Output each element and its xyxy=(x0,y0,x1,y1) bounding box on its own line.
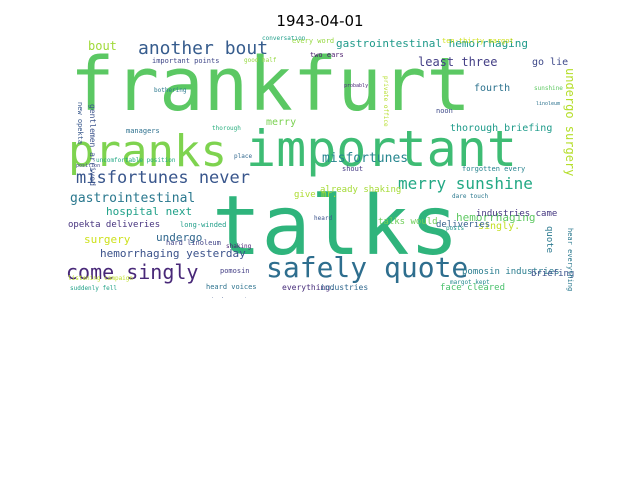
cloud-word: pomosin industries xyxy=(462,267,560,277)
cloud-word: come singly xyxy=(66,260,199,284)
cloud-word: briefing xyxy=(531,269,574,279)
cloud-word: give mr. xyxy=(294,190,338,200)
cloud-word: safely quote xyxy=(266,251,469,284)
cloud-word: misfortunes xyxy=(322,151,409,166)
cloud-word: go lie xyxy=(532,57,569,68)
cloud-word: sunshine xyxy=(534,85,563,92)
cloud-word: shout xyxy=(342,165,364,173)
cloud-word: good half xyxy=(244,57,277,64)
cloud-word: margot kept xyxy=(450,279,490,286)
cloud-word: forgotten every xyxy=(462,165,526,173)
cloud-word: place xyxy=(234,153,253,160)
chart-title: 1943-04-01 xyxy=(276,12,364,30)
cloud-word: gastrointestinal hemorrhaging xyxy=(336,37,529,50)
cloud-word: hemorrhaging yesterday xyxy=(100,247,246,260)
cloud-word: talks xyxy=(212,179,459,274)
cloud-word: another bout xyxy=(138,38,269,59)
cloud-word: everything. xyxy=(282,283,335,292)
cloud-word: fourth xyxy=(474,83,511,94)
cloud-word: misfortunes never xyxy=(76,168,250,188)
cloud-word: gastrointestinal xyxy=(70,191,196,206)
cloud-word: singly. xyxy=(478,221,521,232)
cloud-word: shaking xyxy=(226,243,252,250)
cloud-word: opekta deliveries xyxy=(68,220,161,230)
cloud-word: thorough xyxy=(212,125,241,132)
cloud-word: hospital next xyxy=(106,205,193,218)
cloud-word: industries came xyxy=(476,209,558,219)
cloud-word: new opekta xyxy=(76,102,84,145)
word-cloud: frankfurt talks important pranks safely quot… xyxy=(66,36,574,298)
cloud-word: hemorrhaging xyxy=(456,211,536,224)
cloud-word: face cleared xyxy=(440,283,506,293)
cloud-word: quote xyxy=(544,226,554,254)
cloud-word: thorough briefing xyxy=(450,123,553,134)
cloud-word: every word xyxy=(292,37,335,45)
cloud-word: pomosin xyxy=(220,267,250,275)
cloud-word: heard xyxy=(314,215,333,222)
cloud-word: two ears xyxy=(310,51,344,59)
cloud-word: uncomfortable position xyxy=(96,157,176,164)
cloud-word: surgery xyxy=(84,233,131,246)
cloud-word: merry xyxy=(266,117,297,128)
cloud-word: heard voices xyxy=(206,283,257,291)
cloud-word: pranks xyxy=(68,126,227,177)
cloud-word: ten-thirty margot xyxy=(442,37,514,45)
cloud-word: long-winded xyxy=(180,221,227,229)
cloud-word: hard linoleum xyxy=(166,239,221,247)
cloud-word: merry sunshine xyxy=(398,174,533,193)
cloud-word: listening campaign xyxy=(68,275,134,282)
cloud-word: noon xyxy=(436,107,453,115)
cloud-word: important xyxy=(246,120,517,178)
cloud-word: gentlemen arrived xyxy=(88,104,97,186)
cloud-word: important points xyxy=(152,57,220,65)
cloud-word: suddenly fell xyxy=(70,285,117,292)
cloud-word: hear everything xyxy=(566,228,574,292)
cloud-word: linoleum xyxy=(536,101,561,107)
cloud-word: dare touch xyxy=(452,193,489,200)
cloud-word: managers xyxy=(126,127,160,135)
cloud-word: position xyxy=(76,163,101,169)
cloud-word: industries xyxy=(320,283,369,292)
cloud-word: posts xyxy=(446,225,465,232)
cloud-word: private office xyxy=(382,76,389,127)
cloud-word: undergo xyxy=(156,231,203,244)
cloud-word: conversation xyxy=(262,36,306,42)
cloud-word: deliveries xyxy=(436,220,491,230)
cloud-word: bout xyxy=(88,39,117,53)
cloud-word: already shaking xyxy=(320,185,402,195)
cloud-word: bothering xyxy=(154,87,187,94)
cloud-word: talks would xyxy=(378,217,438,227)
cloud-word: least three xyxy=(418,55,498,69)
cloud-word: frankfurt xyxy=(70,42,471,128)
cloud-word: undergo surgery xyxy=(563,68,574,177)
cloud-word: probably xyxy=(344,83,369,89)
